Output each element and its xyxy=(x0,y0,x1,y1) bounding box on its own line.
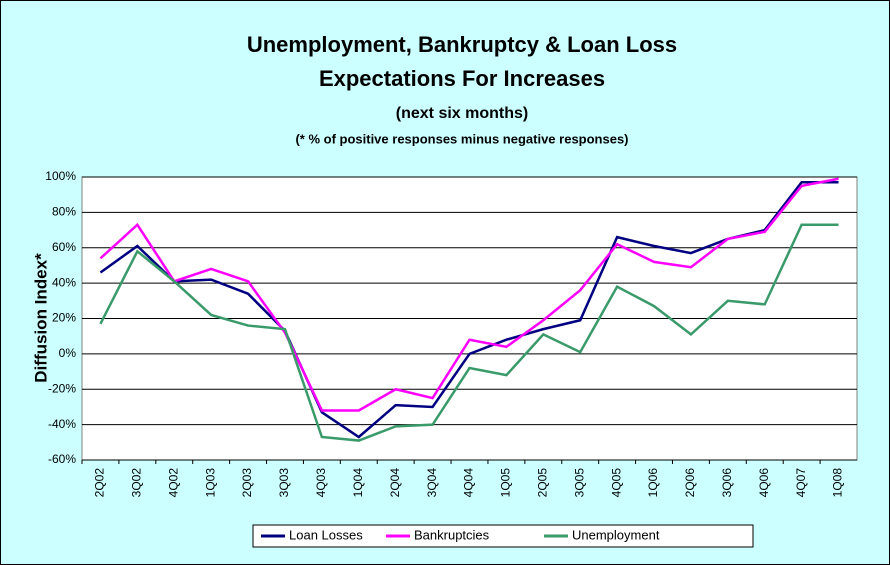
x-tick-label: 2Q03 xyxy=(240,468,254,498)
x-tick-label: 2Q02 xyxy=(93,468,107,498)
x-tick-label: 4Q04 xyxy=(462,468,476,498)
x-tick-label: 1Q03 xyxy=(203,468,217,498)
x-tick-label: 3Q06 xyxy=(720,468,734,498)
legend-label: Loan Losses xyxy=(289,527,363,542)
y-tick-label: 40% xyxy=(52,275,76,289)
x-tick-label: 4Q05 xyxy=(609,468,623,498)
legend-label: Bankruptcies xyxy=(414,527,490,542)
y-tick-label: -20% xyxy=(48,381,76,395)
chart-title: Expectations For Increases xyxy=(319,66,605,91)
x-tick-label: 3Q03 xyxy=(277,468,291,498)
y-tick-label: -40% xyxy=(48,417,76,431)
y-tick-label: 0% xyxy=(59,346,77,360)
x-tick-label: 1Q05 xyxy=(499,468,513,498)
x-tick-label: 3Q05 xyxy=(572,468,586,498)
y-tick-label: -60% xyxy=(48,452,76,466)
x-tick-label: 1Q06 xyxy=(646,468,660,498)
y-tick-label: 80% xyxy=(52,205,76,219)
x-tick-label: 1Q08 xyxy=(831,468,845,498)
legend-box xyxy=(252,524,754,548)
y-axis-label: Diffusion Index* xyxy=(31,253,50,383)
y-tick-label: 100% xyxy=(45,169,76,183)
x-tick-label: 2Q04 xyxy=(388,468,402,498)
x-tick-label: 4Q02 xyxy=(166,468,180,498)
x-tick-label: 3Q02 xyxy=(130,468,144,498)
legend-label: Unemployment xyxy=(572,527,660,542)
x-tick-label: 2Q06 xyxy=(683,468,697,498)
y-tick-label: 60% xyxy=(52,240,76,254)
chart-subtitle: (next six months) xyxy=(396,105,528,122)
x-tick-label: 1Q04 xyxy=(351,468,365,498)
chart-note: (* % of positive responses minus negativ… xyxy=(295,131,628,146)
x-tick-label: 3Q04 xyxy=(425,468,439,498)
series-line xyxy=(99,177,839,412)
x-tick-label: 4Q03 xyxy=(314,468,328,498)
x-tick-label: 4Q07 xyxy=(794,468,808,498)
x-tick-label: 4Q06 xyxy=(757,468,771,498)
series-line xyxy=(99,223,839,442)
series-line xyxy=(99,181,839,439)
y-tick-label: 20% xyxy=(52,311,76,325)
x-tick-label: 2Q05 xyxy=(535,468,549,498)
chart-title: Unemployment, Bankruptcy & Loan Loss xyxy=(247,32,677,57)
